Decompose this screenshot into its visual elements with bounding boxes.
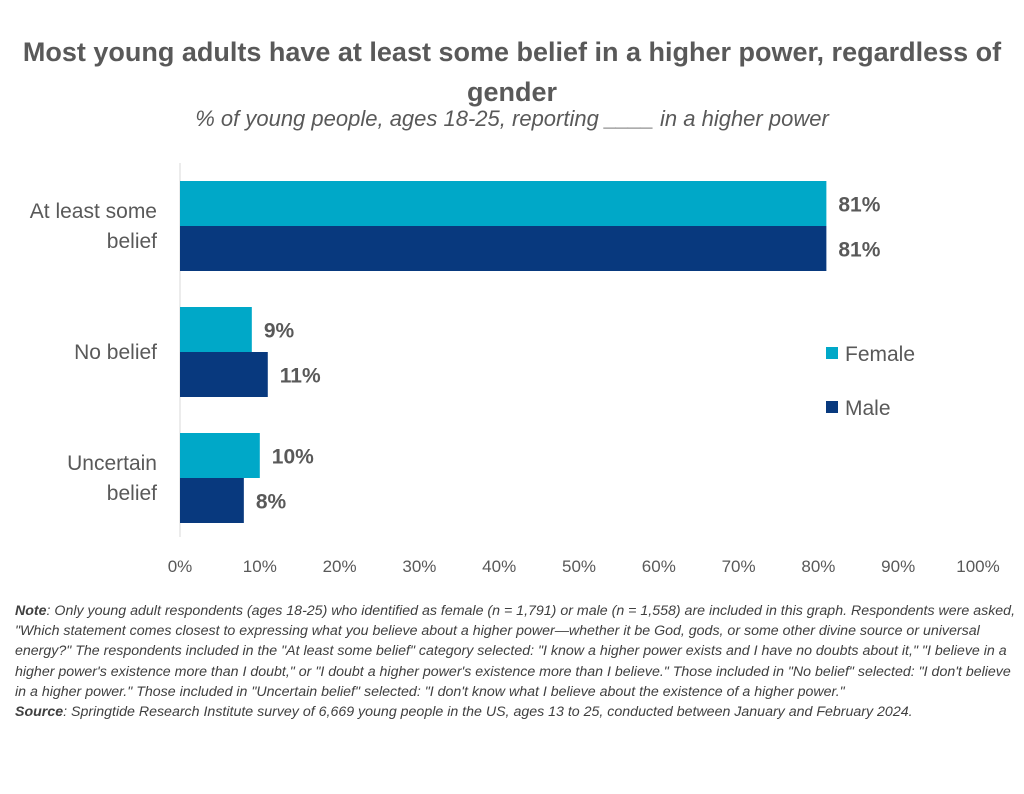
data-label-male-2: 8% — [256, 491, 287, 514]
x-tick-label: 20% — [323, 557, 357, 576]
note-label: Note — [15, 603, 47, 619]
x-tick-label: 0% — [168, 557, 193, 576]
chart-title: Most young adults have at least some bel… — [22, 37, 1002, 107]
x-tick-label: 50% — [562, 557, 596, 576]
x-tick-label: 30% — [402, 557, 436, 576]
bar-female-2 — [180, 433, 260, 478]
bar-male-1 — [180, 352, 268, 397]
x-tick-label: 60% — [642, 557, 676, 576]
note-text: : Only young adult respondents (ages 18-… — [15, 603, 1016, 700]
category-label-2-1: belief — [107, 482, 157, 505]
category-label-1-0: No belief — [74, 341, 157, 364]
category-label-2-0: Uncertain — [67, 452, 157, 475]
category-label-0-1: belief — [107, 230, 157, 253]
legend-swatch-female — [826, 347, 838, 359]
legend-swatch-male — [826, 401, 838, 413]
note-paragraph: Note: Only young adult respondents (ages… — [15, 601, 1015, 702]
source-text: : Springtide Research Institute survey o… — [63, 704, 913, 721]
x-tick-label: 100% — [956, 557, 999, 576]
x-tick-label: 80% — [801, 557, 835, 576]
source-label: Source — [15, 704, 64, 721]
data-label-male-1: 11% — [280, 365, 321, 388]
bar-female-1 — [180, 307, 252, 352]
x-tick-label: 40% — [482, 557, 516, 576]
category-label-0-0: At least some — [30, 200, 157, 223]
legend-label-female: Female — [845, 343, 915, 366]
bar-female-0 — [180, 181, 827, 226]
source-paragraph: Source: Springtide Research Institute su… — [15, 702, 1015, 722]
data-label-female-2: 10% — [272, 446, 314, 469]
bar-chart: 81% 81% At least some belief 9% 11% No belief 1… — [30, 163, 1000, 576]
chart-subtitle: % of young people, ages 18-25, reporting… — [195, 106, 829, 131]
data-label-female-0: 81% — [838, 194, 880, 217]
bar-male-0 — [180, 226, 827, 271]
bar-male-2 — [180, 478, 244, 523]
footnotes: Note: Only young adult respondents (ages… — [15, 601, 1015, 722]
x-tick-label: 90% — [881, 557, 915, 576]
legend-label-male: Male — [845, 397, 891, 420]
data-label-male-0: 81% — [838, 239, 880, 262]
x-tick-label: 10% — [243, 557, 277, 576]
x-tick-label: 70% — [722, 557, 756, 576]
data-label-female-1: 9% — [264, 320, 295, 343]
